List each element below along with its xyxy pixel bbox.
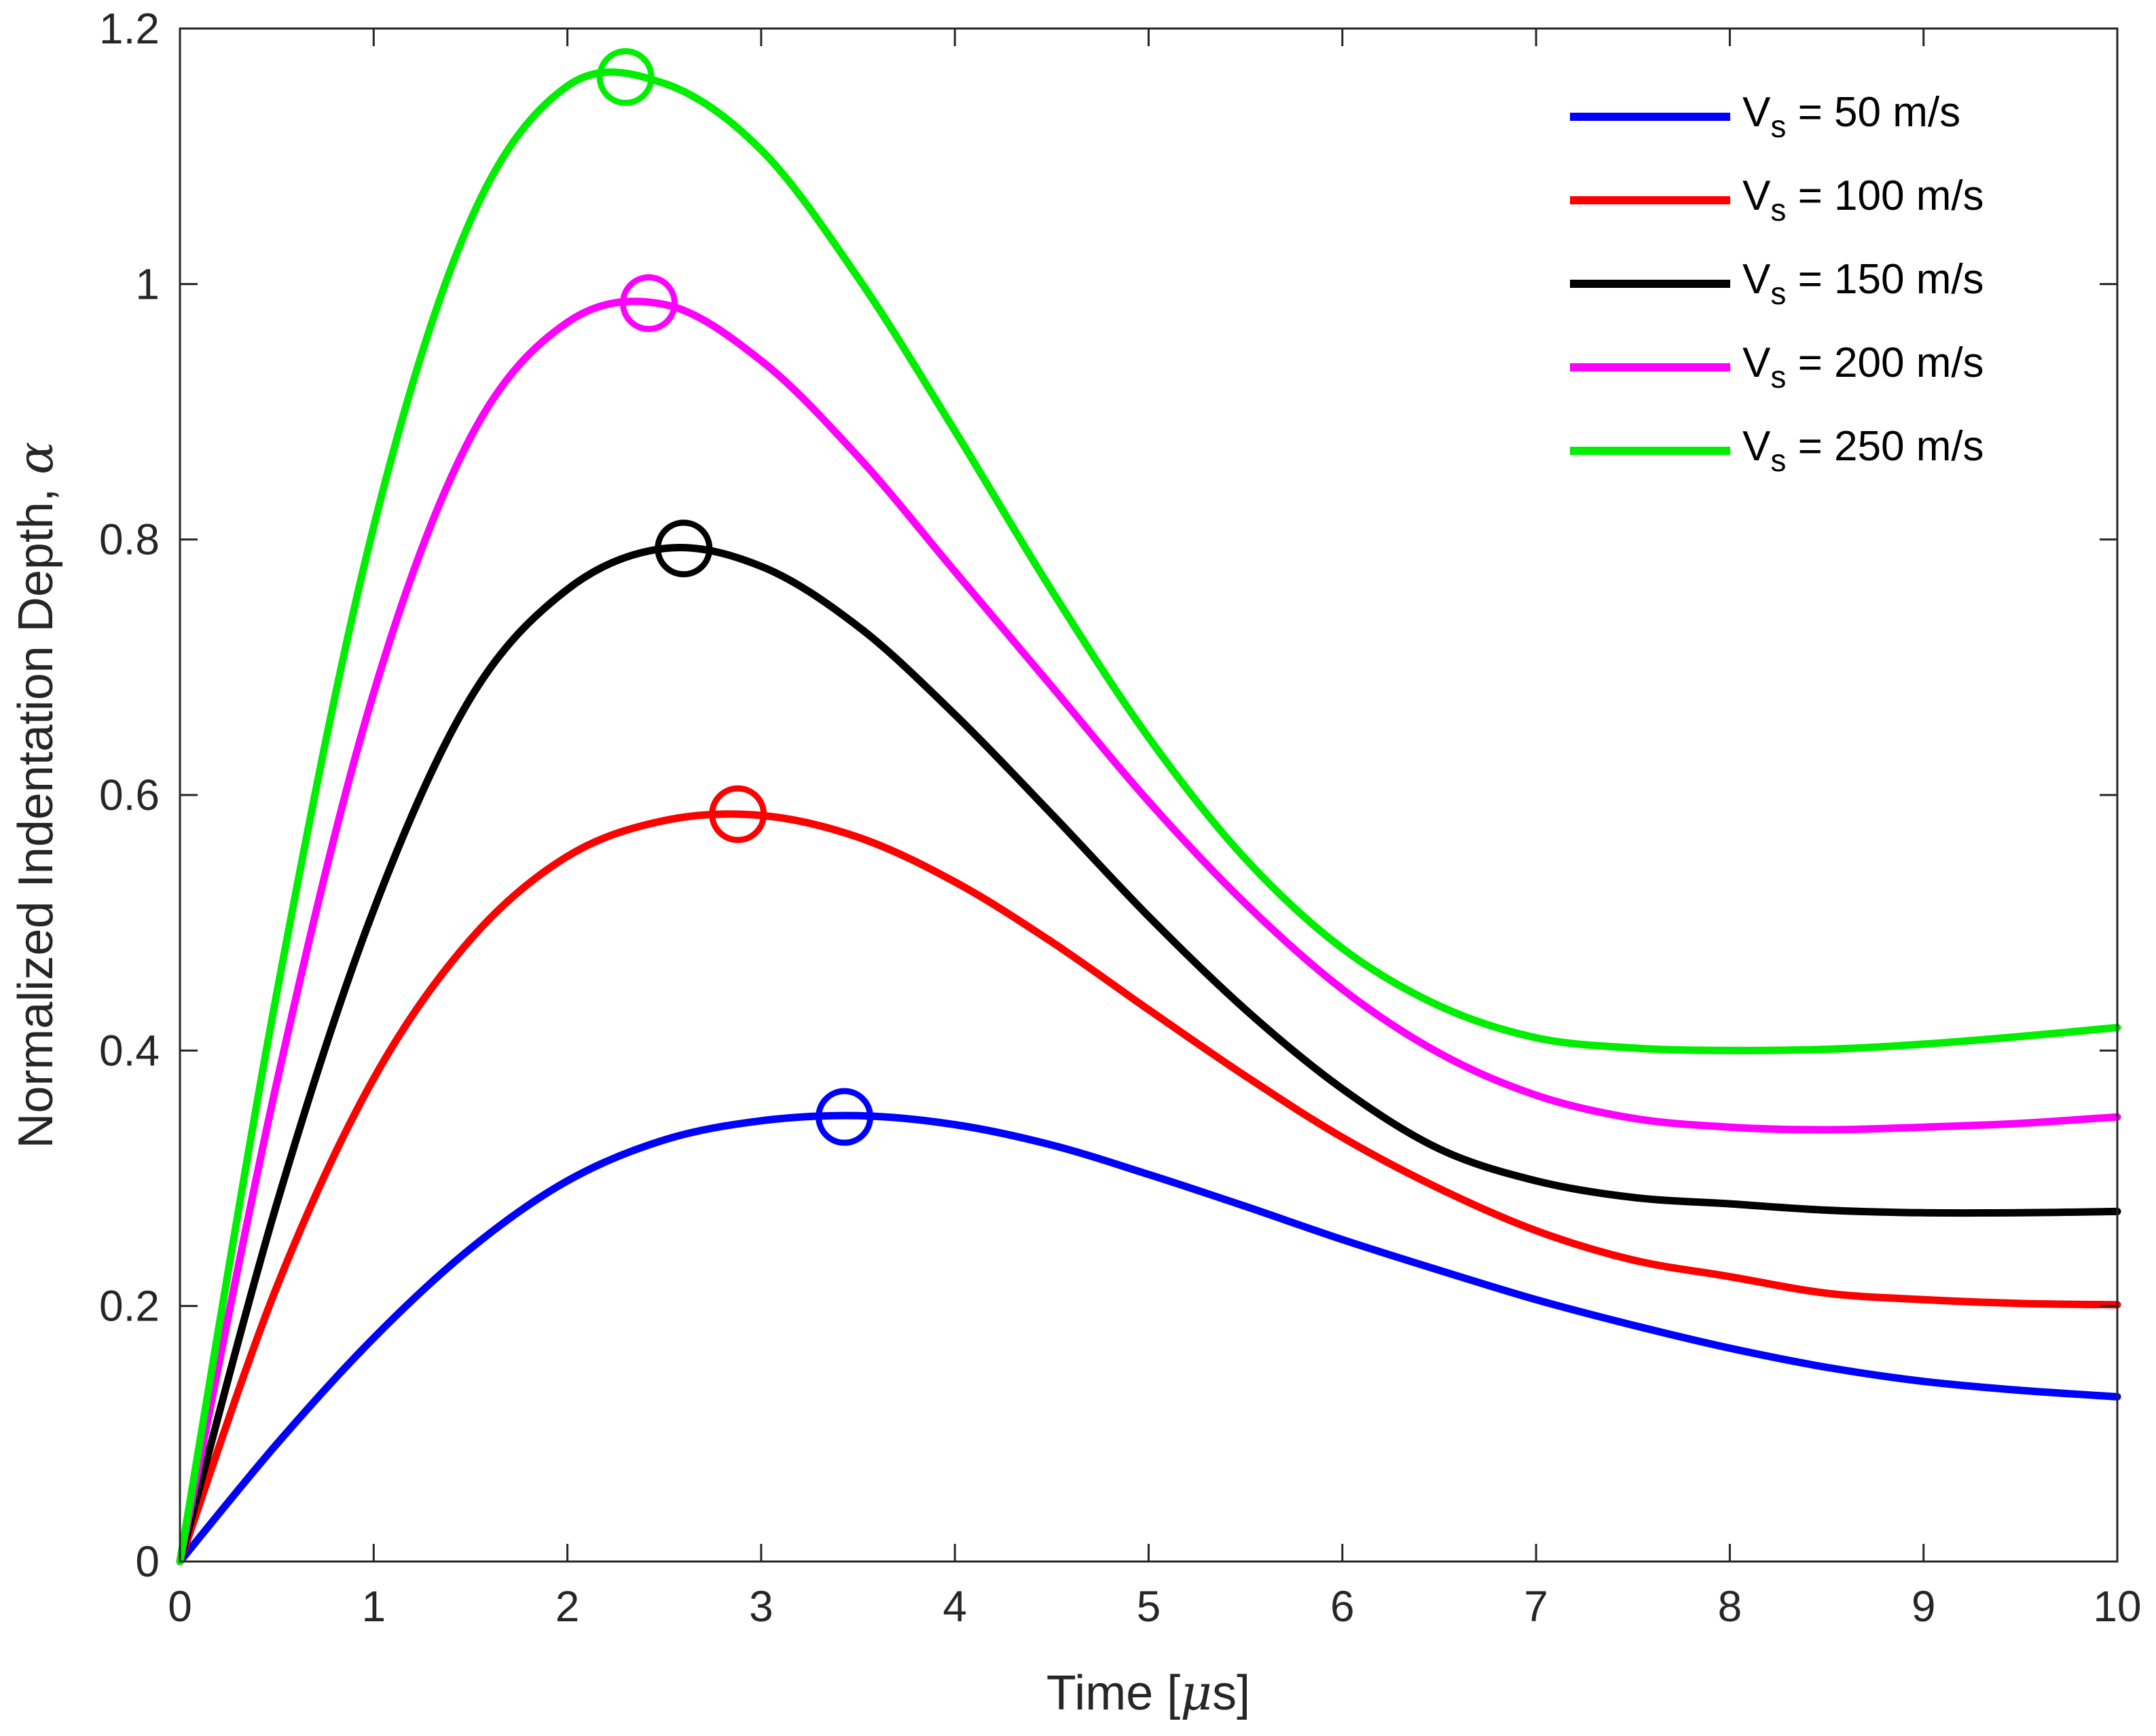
series-line bbox=[176, 543, 2121, 1566]
peak-marker bbox=[619, 274, 678, 333]
legend-entry: Vs = 100 m/s bbox=[1570, 172, 1984, 227]
x-tick-label: 1 bbox=[362, 1582, 386, 1631]
y-tick-label: 0.6 bbox=[99, 771, 160, 819]
y-tick-labels: 0 0.2 0.4 0.6 0.8 1 1.2 bbox=[99, 4, 160, 1586]
x-tick-label: 9 bbox=[1912, 1582, 1936, 1631]
series-line bbox=[176, 297, 2121, 1566]
x-tick-labels: 0 1 2 3 4 5 6 7 8 9 10 bbox=[168, 1582, 2141, 1631]
svg-text:Vs = 250 m/s: Vs = 250 m/s bbox=[1742, 423, 1984, 478]
series-line bbox=[176, 810, 2121, 1566]
series-line bbox=[176, 68, 2121, 1566]
legend-entry: Vs = 200 m/s bbox=[1570, 339, 1984, 394]
y-tick-label: 0.2 bbox=[99, 1282, 160, 1331]
series-layer bbox=[176, 68, 2121, 1566]
y-axis-label-symbol: α bbox=[7, 441, 64, 475]
y-tick-label: 0.8 bbox=[99, 515, 160, 564]
series-line bbox=[176, 1111, 2121, 1566]
y-tick-label: 1.2 bbox=[99, 4, 160, 53]
peak-marker bbox=[655, 519, 713, 578]
x-tick-label: 10 bbox=[2093, 1582, 2141, 1631]
x-axis-label-symbol: μ bbox=[1180, 1664, 1212, 1721]
x-tick-label: 6 bbox=[1330, 1582, 1355, 1631]
peak-marker bbox=[596, 48, 655, 107]
svg-text:Vs = 150 m/s: Vs = 150 m/s bbox=[1742, 256, 1984, 311]
x-tick-label: 5 bbox=[1137, 1582, 1161, 1631]
tick-layer bbox=[179, 27, 2119, 1563]
y-tick-label: 0.4 bbox=[99, 1026, 160, 1075]
legend: Vs = 50 m/s Vs = 100 m/s Vs = 150 m/s Vs… bbox=[1570, 89, 1984, 478]
svg-text:Vs = 100 m/s: Vs = 100 m/s bbox=[1742, 172, 1984, 227]
legend-entry: Vs = 150 m/s bbox=[1570, 256, 1984, 311]
x-axis-label: Time [μs] bbox=[1046, 1664, 1250, 1721]
x-tick-label: 4 bbox=[943, 1582, 967, 1631]
peak-marker-layer bbox=[596, 48, 874, 1146]
x-tick-label: 0 bbox=[168, 1582, 192, 1631]
plot-area bbox=[180, 29, 2117, 1562]
peak-marker bbox=[709, 785, 767, 843]
legend-entry: Vs = 50 m/s bbox=[1570, 89, 1960, 144]
x-tick-label: 7 bbox=[1524, 1582, 1548, 1631]
svg-text:Vs = 200 m/s: Vs = 200 m/s bbox=[1742, 339, 1984, 394]
y-tick-label: 0 bbox=[135, 1537, 160, 1586]
svg-text:Vs = 50 m/s: Vs = 50 m/s bbox=[1742, 89, 1960, 144]
y-tick-label: 1 bbox=[135, 259, 160, 308]
x-tick-label: 3 bbox=[749, 1582, 773, 1631]
x-tick-label: 2 bbox=[555, 1582, 580, 1631]
legend-entry: Vs = 250 m/s bbox=[1570, 423, 1984, 478]
peak-marker bbox=[816, 1088, 874, 1146]
x-tick-label: 8 bbox=[1718, 1582, 1742, 1631]
y-axis-label: Normalized Indentation Depth, α bbox=[7, 441, 64, 1148]
